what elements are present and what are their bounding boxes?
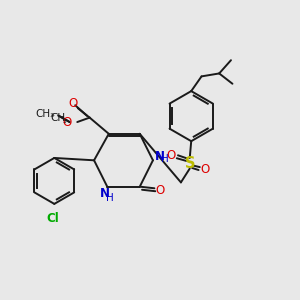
Text: S: S — [184, 156, 195, 171]
Text: O: O — [200, 163, 210, 176]
Text: O: O — [155, 184, 164, 197]
Text: H: H — [161, 154, 169, 164]
Text: N: N — [100, 187, 110, 200]
Text: O: O — [63, 116, 72, 129]
Text: O: O — [68, 97, 77, 110]
Text: CH₃: CH₃ — [35, 110, 55, 119]
Text: methyl: methyl — [51, 114, 56, 116]
Text: N: N — [154, 150, 164, 163]
Text: H: H — [106, 193, 114, 203]
Text: Cl: Cl — [46, 212, 59, 225]
Text: ₃: ₃ — [62, 116, 66, 125]
Text: CH: CH — [51, 112, 66, 123]
Text: O: O — [167, 149, 176, 162]
